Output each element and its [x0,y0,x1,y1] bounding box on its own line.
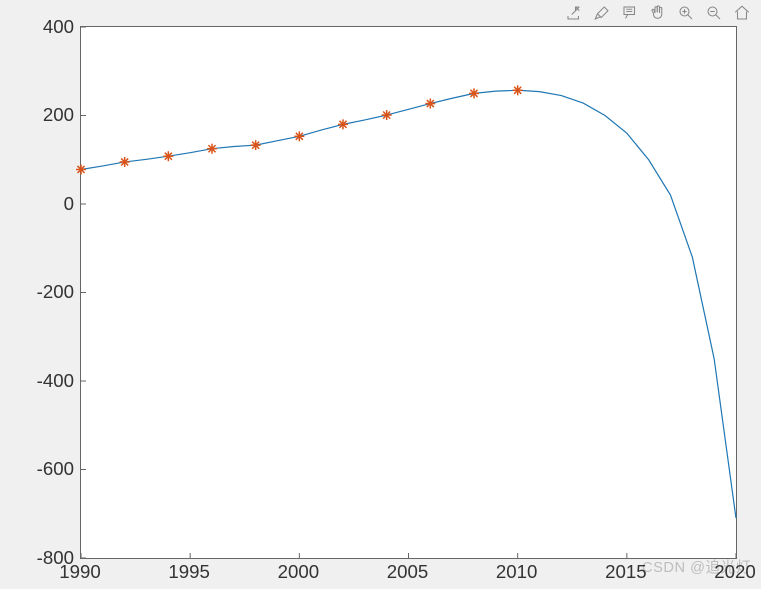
x-tick-label: 2015 [601,561,651,583]
zoom-in-icon[interactable] [675,2,697,24]
export-icon[interactable] [563,2,585,24]
marker [251,140,261,150]
y-tick-label: 400 [43,16,74,38]
brush-icon[interactable] [591,2,613,24]
marker [425,99,435,109]
plot-svg [81,27,736,558]
pan-icon[interactable] [647,2,669,24]
x-tick-label: 1990 [55,561,105,583]
y-tick-label: 0 [64,193,74,215]
marker [207,144,217,154]
marker [163,151,173,161]
marker [469,88,479,98]
x-tick-label: 2005 [383,561,433,583]
line-series [81,90,736,518]
x-tick-label: 2020 [710,561,760,583]
axes[interactable] [80,26,737,559]
y-tick-label: -600 [37,458,74,480]
x-tick-label: 2010 [492,561,542,583]
figure-toolbar [563,2,753,24]
figure: CSDN @追光灯 -800-600-400-20002004001990199… [0,0,761,589]
home-icon[interactable] [731,2,753,24]
marker [294,131,304,141]
x-tick-label: 2000 [273,561,323,583]
marker [120,157,130,167]
datatip-icon[interactable] [619,2,641,24]
zoom-out-icon[interactable] [703,2,725,24]
x-tick-label: 1995 [164,561,214,583]
y-tick-label: -200 [37,281,74,303]
marker [382,110,392,120]
y-tick-label: 200 [43,104,74,126]
marker [76,164,86,174]
y-tick-label: -400 [37,370,74,392]
marker [513,85,523,95]
marker [338,119,348,129]
